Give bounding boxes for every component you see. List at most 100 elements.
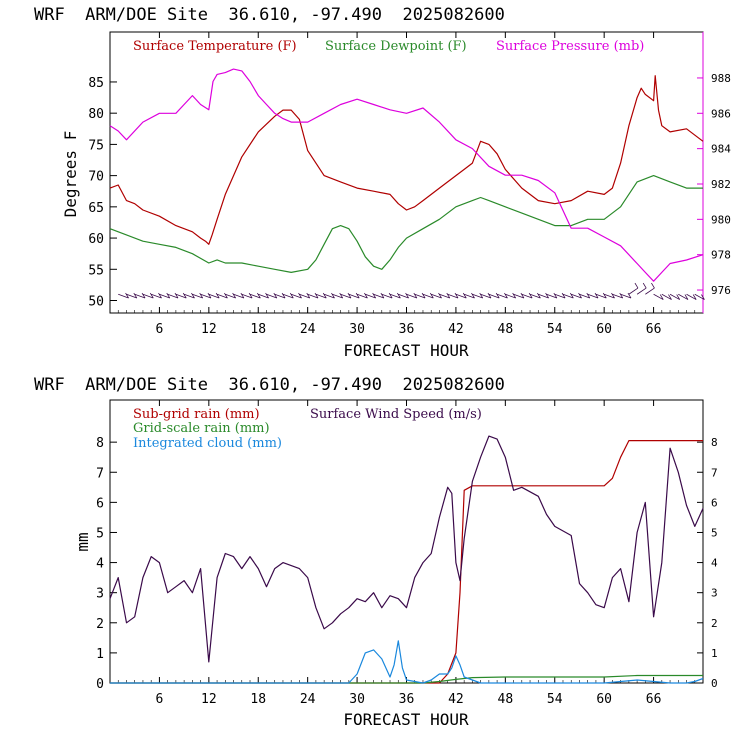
wind-barb-flag [659, 294, 664, 300]
bot-ytick-label: 5 [96, 526, 104, 541]
wind-barb-flag [372, 292, 376, 299]
top-xtick-label: 42 [448, 322, 464, 337]
top-ytick-label: 70 [88, 170, 104, 185]
wind-barb [521, 293, 533, 299]
wind-barb [480, 293, 492, 299]
wind-barb [159, 293, 170, 299]
bot-ytick-label: 8 [96, 436, 104, 451]
bottom-header: WRF ARM/DOE Site 36.610, -97.490 2025082… [34, 375, 505, 395]
wind-barb-flag [158, 292, 162, 299]
wind-barb-flag [240, 292, 245, 299]
wind-barb [694, 293, 705, 300]
top-y2tick-label: 982 [711, 178, 731, 191]
wind-barb-flag [347, 292, 352, 299]
wind-barb [183, 293, 195, 299]
bot-y2tick-label: 2 [711, 617, 718, 630]
wind-barb [258, 293, 269, 299]
series-line-sub-grid-rain-mm [110, 440, 703, 684]
bottom-y-ticks: 0 1 2 3 4 5 6 7 8 [96, 436, 117, 692]
top-ytick-label: 65 [88, 201, 104, 216]
top-xtick-label: 66 [646, 322, 662, 337]
wind-barb-flag [257, 292, 261, 299]
wind-barb-flag [281, 292, 286, 299]
wind-barb [496, 293, 508, 299]
series-line-surface-temperature-f [109, 75, 704, 245]
bottom-y-axis-label: mm [73, 532, 92, 551]
bottom-x-axis-label: FORECAST HOUR [343, 710, 469, 729]
bot-ytick-label: 3 [96, 587, 104, 602]
top-header: WRF ARM/DOE Site 36.610, -97.490 2025082… [34, 5, 505, 25]
top-xtick-label: 36 [399, 322, 415, 337]
wind-barb [332, 293, 343, 299]
wind-barb-flag [569, 292, 574, 299]
wind-barb-flag [627, 292, 632, 299]
series-line-surface-dewpoint-f [109, 175, 703, 273]
wind-barb [505, 293, 516, 299]
wind-barb-flag [182, 292, 187, 299]
bot-xtick-label: 18 [250, 692, 266, 707]
wind-barb-flag [215, 292, 220, 299]
wind-barb-flag [438, 292, 442, 299]
wind-barb [571, 293, 582, 299]
top-legend: Surface Temperature (F) Surface Dewpoint… [133, 39, 644, 54]
wind-barb [348, 293, 360, 299]
wind-barb [661, 293, 672, 300]
bot-y2tick-label: 6 [711, 496, 718, 509]
wind-barb [381, 293, 393, 299]
wind-barb-flag [248, 292, 253, 299]
top-ytick-label: 60 [88, 232, 104, 247]
wind-barb [398, 293, 409, 299]
wind-barb [406, 293, 417, 299]
wind-barb-flag [174, 292, 179, 299]
wind-barb-flag [331, 292, 335, 299]
wind-barb [126, 293, 137, 299]
wind-barb [645, 287, 655, 295]
wind-barb [389, 293, 401, 299]
bot-xtick-label: 24 [300, 692, 316, 707]
wind-barb [628, 287, 639, 295]
wind-barb-flag [446, 292, 451, 299]
wind-barb-flag [388, 292, 393, 299]
wind-barb [266, 293, 277, 299]
wind-barb-flag [364, 292, 368, 299]
top-y2tick-label: 988 [711, 72, 731, 85]
bot-xtick-label: 48 [498, 692, 514, 707]
wind-barb-flag [397, 292, 401, 299]
wind-barb [175, 293, 187, 299]
wind-barb [142, 293, 154, 299]
wind-barb [373, 293, 385, 299]
top-x-ticks: 6 12 18 24 30 36 42 48 54 60 66 [117, 32, 696, 337]
wind-barb-flag [684, 294, 689, 300]
series-line-integrated-cloud-mm [110, 640, 704, 684]
wind-barb-flag [578, 292, 582, 299]
wind-barb [513, 293, 525, 299]
wind-barb-flag [191, 292, 195, 299]
legend-subgrid-rain: Sub-grid rain (mm) [133, 407, 260, 422]
wind-barb [274, 293, 286, 299]
wind-barb-flag [166, 292, 171, 299]
bottom-series-group [109, 435, 704, 684]
wind-barb [307, 293, 319, 299]
bot-xtick-label: 60 [596, 692, 612, 707]
wind-barb [324, 293, 335, 299]
wind-barb-flag [207, 292, 212, 299]
series-line-surface-wind-speed-m-s [109, 435, 704, 663]
wind-barb [554, 293, 566, 299]
bottom-legend: Sub-grid rain (mm) Grid-scale rain (mm) … [133, 407, 482, 451]
wind-barb-flag [125, 292, 129, 299]
wind-barb [579, 293, 590, 299]
wind-barb [686, 293, 697, 300]
top-y2tick-label: 984 [711, 143, 731, 156]
series-line-grid-scale-rain-mm [110, 674, 703, 684]
top-panel: WRF ARM/DOE Site 36.610, -97.490 2025082… [34, 5, 731, 360]
legend-dewpoint: Surface Dewpoint (F) [325, 39, 467, 54]
wind-barb [431, 293, 442, 299]
wind-barb [538, 293, 549, 299]
wind-barb [529, 293, 541, 299]
top-y2tick-label: 978 [711, 249, 731, 262]
bot-xtick-label: 42 [448, 692, 464, 707]
top-ytick-label: 50 [88, 295, 104, 310]
wind-barb [612, 293, 623, 299]
wind-barb [241, 293, 253, 299]
wind-barb-flag [232, 292, 236, 299]
